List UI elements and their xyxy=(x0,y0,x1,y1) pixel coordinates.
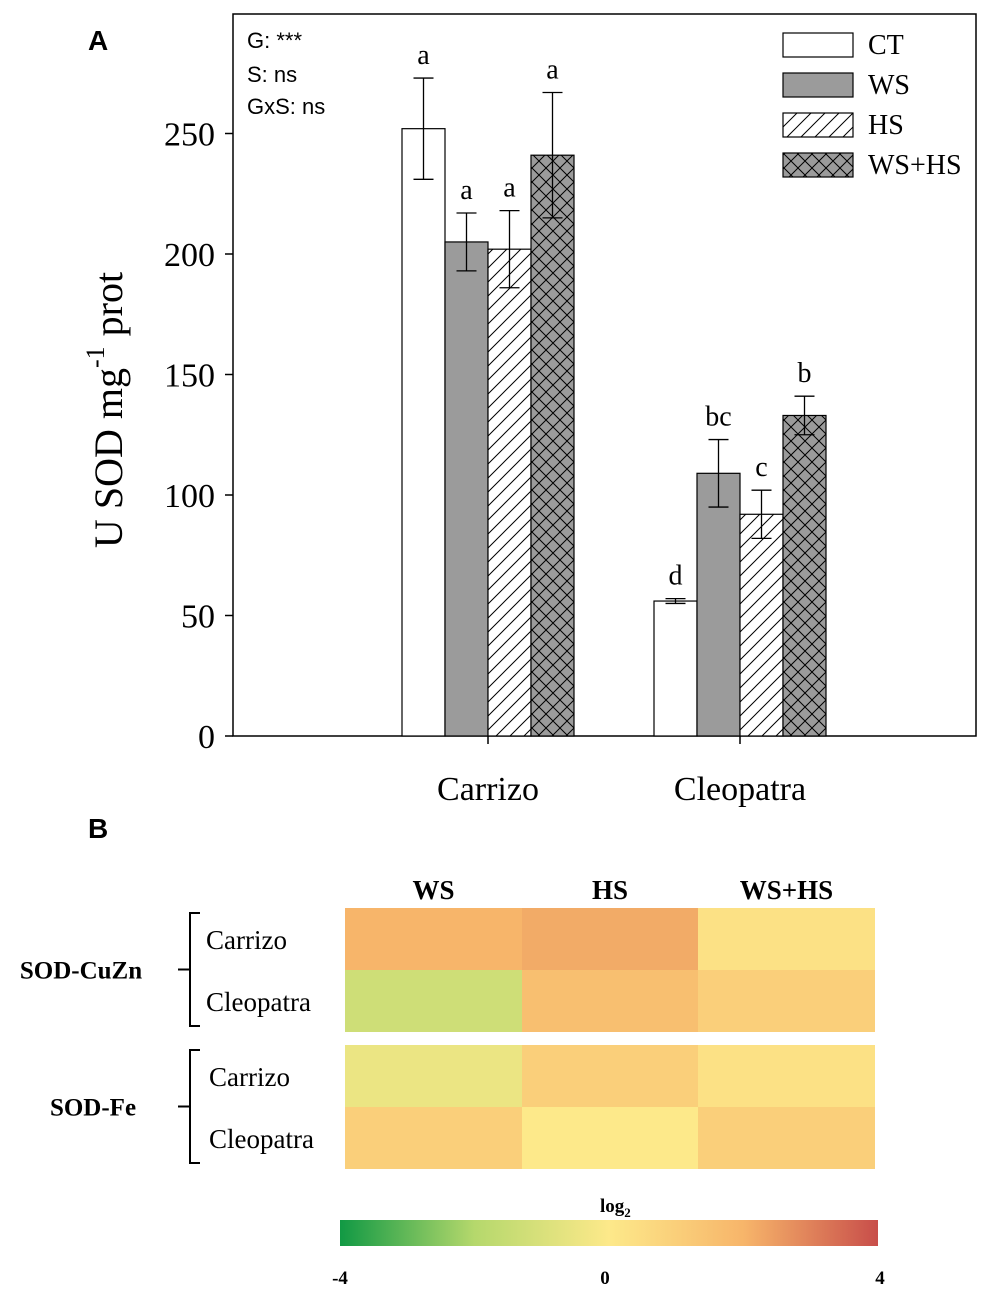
legend-label: WS xyxy=(868,70,910,101)
heatmap-cell xyxy=(345,1107,522,1169)
y-axis-label-superscript: -1 xyxy=(81,346,110,368)
heatmap-group-label: SOD-Fe xyxy=(50,1095,136,1122)
bar xyxy=(696,472,741,737)
heatmap-cell xyxy=(698,970,875,1032)
bar xyxy=(444,241,489,737)
heatmap-column-label: WS xyxy=(412,875,454,905)
heatmap-cell xyxy=(698,1045,875,1107)
heatmap-cell xyxy=(522,970,698,1032)
heatmap-row-label: Cleopatra xyxy=(206,987,311,1017)
colorbar-tick-min: -4 xyxy=(332,1268,348,1289)
heatmap-cell xyxy=(522,1107,698,1169)
legend-label: HS xyxy=(868,110,904,141)
heatmap-cell xyxy=(522,1045,698,1107)
legend-label: WS+HS xyxy=(868,150,962,181)
group-bracket xyxy=(189,912,200,1027)
heatmap-cell xyxy=(345,1045,522,1107)
colorbar: log2 -4 0 4 xyxy=(332,1196,885,1289)
x-tick-label: Carrizo xyxy=(437,771,539,808)
legend-swatch xyxy=(782,72,854,98)
y-axis: 0 50 100 150 200 250 xyxy=(164,117,233,756)
panel-a-label: A xyxy=(88,25,108,56)
heatmap-row-label: Carrizo xyxy=(209,1062,290,1092)
stat-stress: S: ns xyxy=(247,62,297,87)
colorbar-title: log2 xyxy=(600,1196,631,1220)
bar xyxy=(782,414,827,737)
colorbar-tick-max: 4 xyxy=(875,1268,885,1289)
y-tick-label: 50 xyxy=(181,599,215,636)
bar xyxy=(530,154,575,737)
group-bracket xyxy=(189,1049,200,1164)
colorbar-gradient xyxy=(340,1220,878,1246)
legend: CT WS HS WS+HS xyxy=(782,30,962,181)
y-tick-label: 200 xyxy=(164,237,215,274)
significance-letter: a xyxy=(546,55,559,86)
bar xyxy=(401,128,446,737)
y-axis-label-main: U SOD mg xyxy=(86,368,131,548)
bar xyxy=(653,600,698,737)
significance-letter: a xyxy=(503,173,516,204)
heatmap-column-label: HS xyxy=(592,875,628,905)
significance-letter: a xyxy=(460,175,473,206)
heatmap-cell xyxy=(698,908,875,970)
legend-swatch xyxy=(782,112,854,138)
y-tick-label: 0 xyxy=(198,719,215,756)
legend-swatch xyxy=(782,152,854,178)
significance-letter: c xyxy=(755,452,767,483)
significance-letter: a xyxy=(417,40,430,71)
heatmap: WS HS WS+HS SOD-CuZn Carrizo Cleopatra SOD-Fe C… xyxy=(20,875,875,1169)
colorbar-title-subscript: 2 xyxy=(624,1205,631,1220)
heatmap-cell xyxy=(522,908,698,970)
y-tick-label: 250 xyxy=(164,117,215,154)
stat-genotype: G: *** xyxy=(247,28,302,53)
y-tick-label: 150 xyxy=(164,358,215,395)
heatmap-cell xyxy=(345,908,522,970)
bar xyxy=(487,248,532,737)
significance-letter: bc xyxy=(705,402,731,433)
panel-b-label: B xyxy=(88,813,108,844)
heatmap-row-label: Carrizo xyxy=(206,925,287,955)
stat-interaction: GxS: ns xyxy=(247,94,325,119)
heatmap-column-label: WS+HS xyxy=(740,875,833,905)
colorbar-title-main: log xyxy=(600,1196,625,1217)
bar xyxy=(739,513,784,737)
significance-letter: d xyxy=(669,561,683,592)
y-axis-label: U SOD mg-1 prot xyxy=(81,272,131,548)
y-axis-label-tail: prot xyxy=(86,272,131,336)
heatmap-row-label: Cleopatra xyxy=(209,1124,314,1154)
y-tick-label: 100 xyxy=(164,478,215,515)
heatmap-group-label: SOD-CuZn xyxy=(20,958,142,985)
heatmap-cell xyxy=(698,1107,875,1169)
colorbar-tick-mid: 0 xyxy=(600,1268,610,1289)
heatmap-cell xyxy=(345,970,522,1032)
significance-letter: b xyxy=(798,358,812,389)
plot-frame xyxy=(232,13,977,737)
x-axis: Carrizo Cleopatra xyxy=(437,736,806,808)
legend-swatch xyxy=(782,32,854,58)
legend-label: CT xyxy=(868,30,904,61)
x-tick-label: Cleopatra xyxy=(674,771,806,808)
